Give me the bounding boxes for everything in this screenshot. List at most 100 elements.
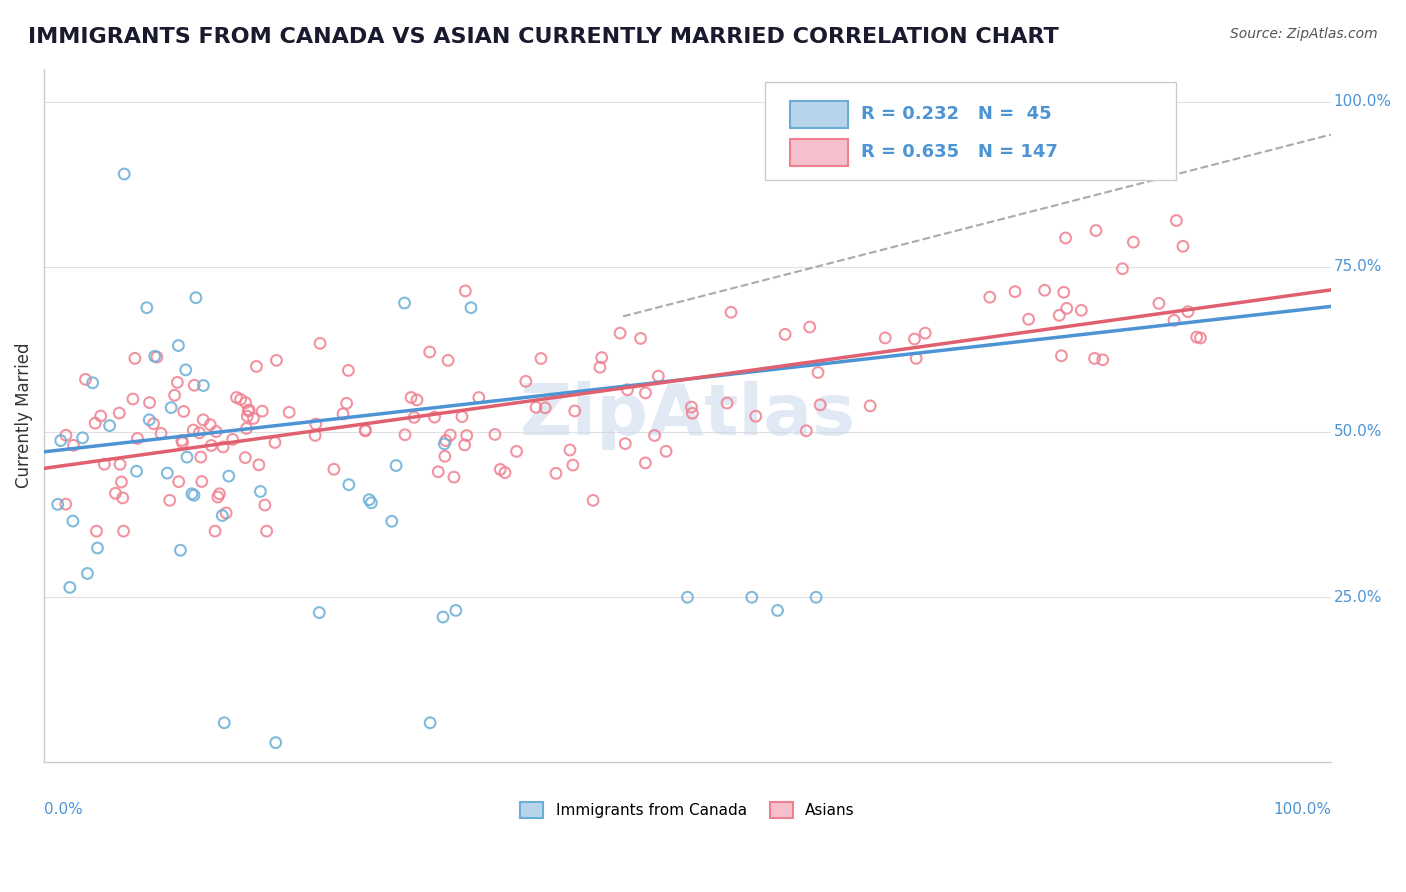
Point (1004, 285, 1026, 299)
Point (181, 423, 204, 437)
Point (215, 506, 238, 520)
Text: Source: ZipAtlas.com: Source: ZipAtlas.com (1230, 27, 1378, 41)
Point (451, 409, 474, 424)
Point (200, 417, 222, 432)
Text: R = 0.635   N = 147: R = 0.635 N = 147 (860, 144, 1059, 161)
Point (406, 392, 429, 407)
Point (208, 487, 231, 501)
Point (75, 372, 97, 386)
Point (807, 366, 830, 380)
Point (173, 404, 195, 418)
Point (238, 404, 260, 418)
Point (354, 424, 377, 438)
Point (1070, 303, 1092, 318)
Point (505, 444, 527, 458)
Point (138, 395, 160, 409)
Point (235, 421, 257, 435)
Point (773, 327, 796, 342)
Point (166, 376, 188, 390)
FancyBboxPatch shape (765, 82, 1177, 179)
Point (1122, 235, 1144, 249)
Point (46, 497, 69, 511)
Point (250, 404, 273, 418)
Point (794, 424, 817, 438)
Point (143, 349, 166, 363)
Point (238, 403, 260, 417)
Point (614, 436, 637, 450)
Point (1084, 223, 1107, 237)
Point (235, 395, 257, 409)
Point (875, 331, 897, 345)
Point (589, 360, 612, 375)
Point (582, 493, 605, 508)
Point (808, 398, 831, 412)
Point (634, 385, 657, 400)
Point (242, 411, 264, 425)
Point (308, 606, 330, 620)
Point (655, 444, 678, 458)
Point (766, 603, 789, 617)
Point (404, 410, 426, 425)
Point (212, 715, 235, 730)
Point (1053, 285, 1076, 300)
Point (444, 603, 467, 617)
Point (433, 437, 456, 451)
Point (49, 434, 72, 448)
Y-axis label: Currently Married: Currently Married (15, 343, 32, 488)
Point (360, 496, 382, 510)
Point (125, 464, 148, 478)
Point (903, 332, 925, 346)
Point (193, 378, 215, 392)
Point (468, 391, 491, 405)
Text: ZipAtlas: ZipAtlas (519, 381, 855, 450)
Point (460, 301, 482, 315)
Point (278, 405, 301, 419)
Point (489, 462, 512, 476)
Point (634, 456, 657, 470)
Point (494, 466, 516, 480)
Point (443, 470, 465, 484)
Point (84, 416, 107, 430)
Point (167, 338, 190, 352)
Point (86, 524, 108, 538)
Point (561, 458, 583, 472)
Point (745, 409, 768, 424)
Point (394, 427, 416, 442)
Point (138, 413, 160, 427)
Point (256, 524, 278, 538)
Point (264, 435, 287, 450)
Point (245, 359, 267, 374)
Point (914, 326, 936, 340)
Point (323, 462, 346, 476)
Point (180, 487, 202, 501)
Point (174, 363, 197, 377)
Point (163, 388, 186, 402)
Text: 100.0%: 100.0% (1333, 94, 1392, 109)
Point (804, 591, 827, 605)
Point (233, 450, 256, 465)
Point (200, 438, 222, 452)
Point (1056, 301, 1078, 316)
Point (76, 566, 98, 581)
Point (305, 417, 328, 431)
Point (264, 736, 287, 750)
Point (62, 438, 84, 452)
Point (205, 425, 228, 439)
Point (1171, 239, 1194, 253)
Point (427, 465, 450, 479)
Point (515, 374, 537, 388)
Point (399, 391, 422, 405)
FancyBboxPatch shape (790, 101, 848, 128)
Point (530, 351, 553, 366)
Point (266, 353, 288, 368)
Point (647, 369, 669, 384)
Point (564, 404, 586, 418)
Point (1018, 312, 1040, 326)
Point (55, 428, 77, 442)
Point (1147, 296, 1170, 310)
Point (167, 475, 190, 489)
Point (720, 305, 742, 319)
Point (176, 450, 198, 464)
Point (211, 508, 233, 523)
Point (124, 351, 146, 366)
